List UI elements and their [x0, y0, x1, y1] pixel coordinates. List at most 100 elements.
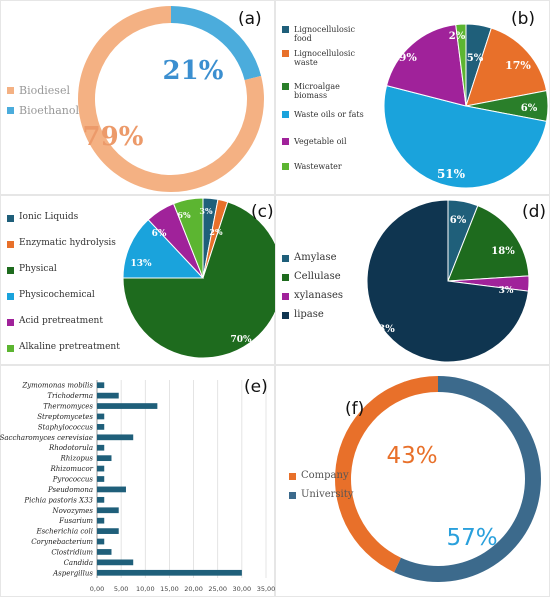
pie-slice	[366, 199, 529, 363]
bar	[97, 465, 105, 472]
category-label: Pseudomona	[47, 486, 93, 494]
slice-label: 57%	[446, 525, 497, 551]
category-label: Streptomycetes	[37, 413, 93, 421]
legend-swatch	[289, 492, 296, 499]
legend-item: Physicochemical	[7, 290, 127, 316]
legend-item: Microalgae biomass	[282, 82, 364, 110]
slice-label: 6%	[521, 103, 538, 114]
category-label: Rhodotorula	[48, 444, 93, 452]
legend-swatch	[7, 267, 14, 274]
legend-swatch	[282, 111, 289, 118]
legend-swatch	[7, 215, 14, 222]
x-tick-label: 30,00	[233, 585, 252, 593]
bar	[97, 517, 105, 524]
legend-label: Alkaline pretreatment	[19, 342, 120, 352]
slice-label: 18%	[491, 246, 515, 257]
category-label: Escherichia coli	[35, 528, 93, 536]
category-label: Trichoderma	[47, 392, 93, 400]
legend-label: Biodiesel	[19, 84, 70, 97]
panel-label: (f)	[345, 399, 365, 419]
pie-slice	[465, 27, 548, 107]
legend-label: Amylase	[294, 252, 337, 263]
legend-item: Vegetable oil	[282, 137, 364, 162]
slice-label: 13%	[130, 259, 152, 269]
panel-f: 43% 57% (f) Company University	[275, 365, 550, 597]
legend-swatch	[7, 345, 14, 352]
legend-item: Wastewater	[282, 162, 364, 182]
legend-item: xylanases	[282, 290, 362, 309]
legend-swatch	[7, 241, 14, 248]
pie-chart-c: 3% 2% 70% 13% 6% 6%	[122, 197, 284, 359]
category-label: Pyrococcus	[52, 476, 94, 484]
slice-label: 70%	[230, 335, 252, 345]
legend-label: Lignocellulosic waste	[294, 49, 355, 67]
legend-item: Bioethanol	[7, 101, 79, 121]
bar	[97, 559, 134, 566]
bar	[97, 486, 126, 493]
category-label: Novozymes	[51, 507, 93, 515]
x-tick-label: 15,00	[160, 585, 179, 593]
bar	[97, 455, 112, 462]
legend-label: Waste oils or fats	[294, 110, 364, 119]
category-label: Rhizopus	[59, 455, 93, 463]
slice-label: 2%	[209, 227, 223, 237]
panel-d: 6% 18% 3% 73% (d) Amylase Cellulase xylanas…	[275, 195, 550, 365]
pie-slice	[383, 84, 548, 189]
legend-item: Alkaline pretreatment	[7, 342, 127, 368]
legend-item: Biodiesel	[7, 81, 79, 101]
bar	[97, 476, 105, 482]
legend-item: Enzymatic hydrolysis	[7, 238, 127, 264]
x-tick-label: 35,00	[257, 585, 276, 593]
panel-c: 3% 2% 70% 13% 6% 6% (c) Ionic Liquids Enzymat…	[0, 195, 284, 368]
panel-label: (c)	[251, 202, 274, 222]
x-tick-label: 5,00	[114, 585, 128, 593]
legend-label: Company	[301, 470, 349, 481]
legend-b: Lignocellulosic food Lignocellulosic was…	[282, 25, 364, 182]
slice-label: 6%	[152, 229, 167, 239]
panel-label: (b)	[511, 9, 536, 29]
legend-swatch	[7, 293, 14, 300]
pie-slice	[447, 205, 530, 282]
legend-item: lipase	[282, 309, 362, 328]
legend-swatch	[282, 83, 289, 90]
pie-chart-d: 6% 18% 3% 73%	[366, 199, 530, 363]
legend-item: University	[289, 489, 359, 508]
legend-swatch	[7, 319, 14, 326]
slice-label: 6%	[450, 215, 467, 226]
legend-item: Physical	[7, 264, 127, 290]
legend-label: Bioethanol	[19, 104, 80, 117]
bar	[97, 382, 105, 389]
legend-label: Wastewater	[294, 162, 342, 171]
category-label: Fusarium	[58, 517, 93, 525]
pie-slice	[122, 201, 284, 359]
slice-label: 2%	[449, 31, 466, 42]
legend-swatch	[282, 312, 289, 319]
pie-slice	[171, 6, 262, 81]
x-tick-label: 10,00	[136, 585, 155, 593]
slice-label: 3%	[499, 286, 514, 296]
bar	[97, 424, 105, 430]
panel-label: (e)	[244, 377, 268, 397]
category-label: Zymomonas mobilis	[21, 382, 93, 390]
panel-b: 5% 17% 6% 51% 19% 2% (b) Lignocellulosic food…	[275, 0, 550, 195]
legend-item: Cellulase	[282, 271, 362, 290]
pie-slice	[394, 376, 541, 582]
legend-label: Enzymatic hydrolysis	[19, 238, 116, 248]
category-label: Corynebacterium	[31, 538, 93, 546]
bar	[97, 434, 134, 441]
legend-item: Lignocellulosic waste	[282, 49, 364, 82]
slice-label: 73%	[371, 324, 395, 335]
category-label: Pichia pastoris X33	[23, 496, 93, 504]
panel-a: 79% 21% (a) Biodiesel Bioethanol	[0, 0, 275, 195]
legend-label: Vegetable oil	[294, 137, 347, 146]
legend-label: Microalgae biomass	[294, 82, 340, 100]
slice-label: 51%	[437, 167, 466, 181]
legend-swatch	[7, 107, 14, 114]
bar	[97, 528, 119, 534]
legend-c: Ionic Liquids Enzymatic hydrolysis Physi…	[7, 212, 127, 368]
bar	[97, 444, 105, 451]
x-tick-label: 20,00	[184, 585, 203, 593]
legend-swatch	[289, 473, 296, 480]
x-tick-label: 25,00	[208, 585, 227, 593]
category-label: Rhizomucor	[49, 465, 93, 473]
